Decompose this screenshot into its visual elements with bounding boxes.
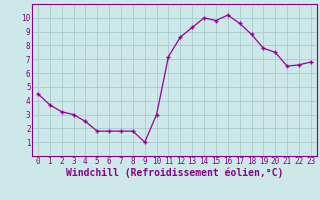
X-axis label: Windchill (Refroidissement éolien,°C): Windchill (Refroidissement éolien,°C) <box>66 168 283 178</box>
